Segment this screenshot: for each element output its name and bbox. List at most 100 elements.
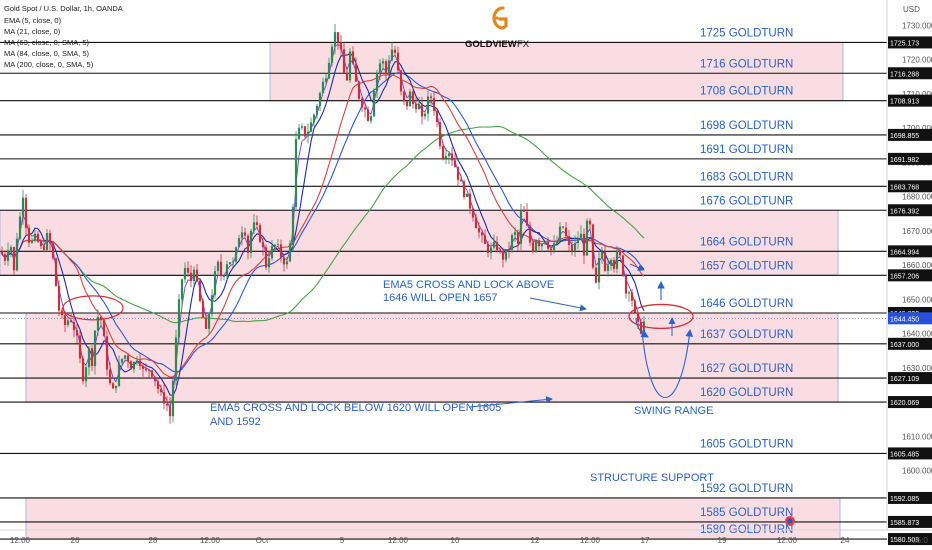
- candle-body: [435, 110, 439, 122]
- candle-body: [333, 32, 337, 47]
- candle-body: [582, 233, 586, 256]
- logo-g-icon: [492, 6, 508, 30]
- time-tick-label: 5: [340, 536, 345, 545]
- candle-body: [267, 258, 271, 268]
- candle-body: [219, 261, 223, 277]
- logo-dot-icon: [495, 16, 499, 20]
- candle-body: [108, 369, 112, 384]
- candle-body: [501, 250, 505, 260]
- price-tick-label: 1650.000: [902, 295, 932, 304]
- candle-body: [345, 72, 349, 81]
- candle-body: [123, 355, 127, 359]
- candle-body: [552, 243, 556, 251]
- candle-body: [90, 348, 94, 367]
- level-price-badge-text: 1676.392: [890, 208, 919, 215]
- candle-body: [411, 91, 415, 105]
- candle-body: [156, 381, 160, 389]
- candle-body: [204, 317, 208, 329]
- candle-body: [339, 42, 343, 50]
- candle-body: [252, 222, 256, 231]
- level-price-badge-text: 1664.994: [890, 249, 919, 256]
- candle-body: [243, 232, 247, 236]
- candle-body: [132, 361, 136, 370]
- candle-body: [456, 166, 460, 180]
- goldturn-level-label: 1627 GOLDTURN: [700, 363, 793, 375]
- candle-body: [504, 249, 508, 260]
- goldturn-level-label: 1657 GOLDTURN: [700, 260, 793, 272]
- level-price-badge-text: 1708.913: [890, 99, 919, 106]
- candle-body: [507, 249, 511, 250]
- price-tick-label: 1630.000: [902, 364, 932, 373]
- candle-body: [225, 264, 229, 277]
- candle-body: [612, 259, 616, 269]
- candle-body: [348, 51, 352, 81]
- candle-body: [624, 275, 628, 294]
- level-price-badge: [888, 152, 932, 165]
- candle-body: [492, 241, 496, 248]
- candle-body: [210, 295, 214, 315]
- candle-body: [273, 244, 277, 247]
- time-tick-label: 12: [531, 536, 540, 545]
- candle-body: [24, 197, 28, 228]
- price-tick-label: 1680.000: [902, 193, 932, 202]
- candle-body: [201, 300, 205, 318]
- level-price-badge: [888, 491, 932, 504]
- candle-body: [429, 96, 433, 99]
- price-tick-label: 1600.000: [902, 467, 932, 476]
- price-axis-currency: USD: [903, 5, 920, 14]
- candle-body: [81, 358, 85, 382]
- candle-body: [66, 320, 70, 326]
- demand-supply-zone: [269, 41, 844, 102]
- candle-body: [237, 238, 241, 248]
- candle-body: [609, 259, 613, 266]
- candle-body: [39, 241, 43, 247]
- time-tick-label: 17: [641, 536, 650, 545]
- candle-body: [303, 126, 307, 137]
- candle-body: [246, 235, 250, 253]
- candle-body: [576, 238, 580, 244]
- candle-body: [480, 232, 484, 236]
- level-price-badge-text: 1657.206: [890, 273, 919, 280]
- deco-layer: [62, 263, 795, 526]
- goldturn-level-label: 1676 GOLDTUNR: [700, 195, 793, 207]
- level-price-badge: [888, 447, 932, 460]
- candle-body: [621, 255, 625, 276]
- candle-body: [627, 292, 631, 294]
- candle-body: [525, 211, 529, 226]
- level-price-badge-text: 1683.768: [890, 184, 919, 191]
- candle-body: [471, 208, 475, 218]
- candle-body: [528, 225, 532, 243]
- candle-body: [144, 368, 148, 371]
- candle-body: [27, 227, 31, 243]
- current-price-badge: [888, 312, 932, 325]
- level-price-badge-text: 1627.109: [890, 376, 919, 383]
- candle-body: [579, 233, 583, 239]
- candle-body: [270, 246, 274, 259]
- time-tick-label: 12:00: [388, 536, 409, 545]
- annotation-swing-range: SWING RANGE: [634, 405, 713, 417]
- candle-body: [87, 348, 91, 368]
- annotation-above-line2: 1646 WILL OPEN 1657: [383, 292, 498, 304]
- candle-body: [15, 238, 19, 271]
- price-tick-label: 1710.000: [902, 90, 932, 99]
- time-tick-label: 24: [841, 536, 850, 545]
- goldturn-level-label: 1585 GOLDTURN: [700, 507, 793, 519]
- candle-body: [30, 240, 34, 243]
- candle-body: [642, 321, 646, 334]
- candle-body: [531, 242, 535, 252]
- time-tick-label: 10: [451, 536, 460, 545]
- arrow-to-1620: [469, 396, 553, 408]
- xtick-layer: 12:00 26 28 12:00 Oct 5 12:00 10 12 12:00 17 19 12:0…: [10, 536, 928, 545]
- candle-body: [282, 257, 286, 265]
- level-price-badge: [888, 128, 932, 141]
- candle-body: [174, 337, 178, 381]
- candle-body: [390, 49, 394, 61]
- annotation-above-line1: EMA5 CROSS AND LOCK ABOVE: [383, 279, 554, 291]
- candle-body: [231, 261, 235, 263]
- candle-body: [111, 383, 115, 389]
- candle-body: [405, 101, 409, 107]
- candle-body: [48, 233, 52, 244]
- candle-body: [414, 104, 418, 110]
- candle-body: [447, 153, 451, 156]
